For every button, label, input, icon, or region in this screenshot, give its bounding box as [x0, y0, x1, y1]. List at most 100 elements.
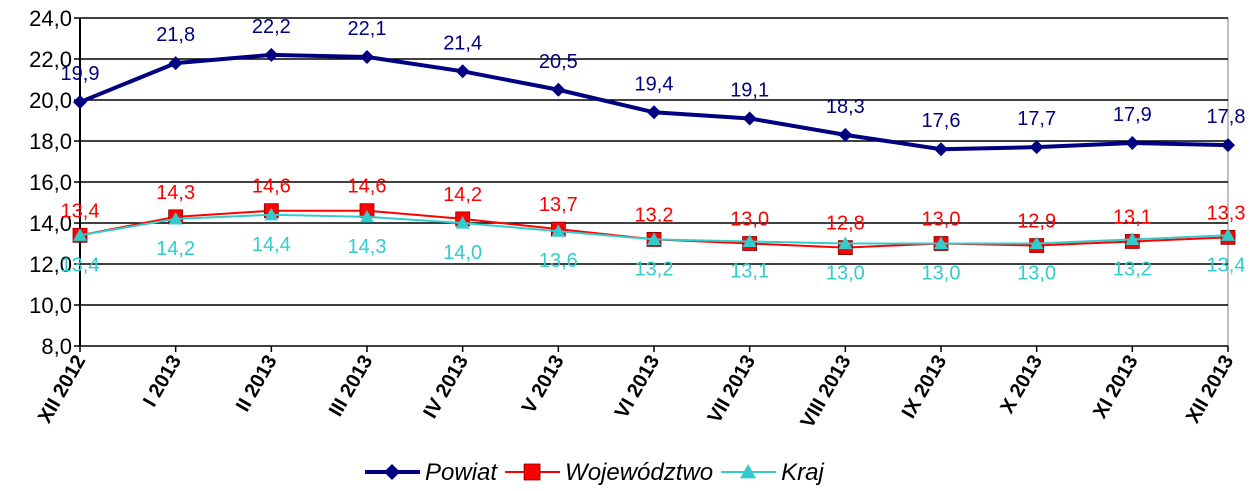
y-tick-label: 24,0: [29, 6, 72, 31]
y-tick-label: 20,0: [29, 88, 72, 113]
legend-label: Powiat: [425, 459, 498, 486]
data-label-kraj: 13,0: [1017, 263, 1056, 285]
x-tick-label: IX 2013: [898, 352, 952, 423]
y-tick-label: 18,0: [29, 129, 72, 154]
legend-label: Województwo: [565, 459, 713, 486]
data-point-kraj: [647, 232, 661, 245]
data-label-kraj: 14,2: [156, 238, 195, 260]
x-tick-label: III 2013: [325, 352, 377, 421]
data-point-powiat: [1221, 138, 1235, 153]
y-tick-label: 12,0: [29, 252, 72, 277]
data-label-powiat: 19,9: [61, 63, 100, 85]
data-label-powiat: 17,9: [1113, 104, 1152, 126]
data-point-kraj: [742, 234, 757, 248]
data-label-wojew-dztwo: 14,3: [156, 182, 195, 204]
y-tick-label: 22,0: [29, 47, 72, 72]
data-point-kraj: [1029, 236, 1044, 250]
data-label-wojew-dztwo: 14,6: [348, 176, 387, 198]
data-point-kraj: [1125, 232, 1140, 245]
y-tick-label: 14,0: [29, 211, 72, 236]
data-label-wojew-dztwo: 13,3: [1207, 202, 1246, 224]
data-label-powiat: 22,2: [252, 16, 291, 38]
data-point-powiat: [168, 56, 183, 71]
data-label-wojew-dztwo: 14,6: [252, 176, 291, 198]
x-tick-label: XI 2013: [1089, 352, 1143, 423]
x-tick-label: VI 2013: [611, 352, 665, 423]
data-label-powiat: 22,1: [348, 18, 387, 40]
legend: Powiat Województwo Kraj: [365, 459, 824, 486]
x-tick-label: II 2013: [232, 352, 282, 416]
data-label-wojew-dztwo: 12,9: [1017, 211, 1056, 233]
data-point-powiat: [1125, 136, 1140, 151]
data-label-wojew-dztwo: 12,8: [826, 213, 865, 235]
data-label-powiat: 19,4: [635, 73, 674, 95]
data-point-powiat: [455, 64, 470, 79]
data-point-kraj: [1221, 228, 1235, 241]
data-label-wojew-dztwo: 13,4: [61, 200, 100, 222]
x-tick-label: I 2013: [139, 352, 186, 411]
data-label-kraj: 14,0: [443, 242, 482, 264]
legend-item-wojew-dztwo: Województwo: [505, 459, 713, 486]
data-point-kraj: [360, 209, 374, 223]
x-tick-label: XII 2013: [1182, 352, 1238, 428]
y-tick-label: 10,0: [29, 293, 72, 318]
x-tick-label: VIII 2013: [797, 352, 856, 432]
data-label-powiat: 17,6: [922, 110, 961, 132]
x-tick-label: IV 2013: [419, 351, 473, 422]
x-tick-label: V 2013: [518, 352, 569, 418]
data-label-wojew-dztwo: 13,2: [635, 204, 674, 226]
data-label-kraj: 13,2: [635, 258, 674, 280]
data-label-wojew-dztwo: 14,2: [443, 184, 482, 206]
data-point-powiat: [360, 49, 374, 64]
data-label-kraj: 14,3: [348, 236, 387, 258]
legend-marker: [523, 463, 541, 481]
data-label-powiat: 17,7: [1017, 108, 1056, 130]
data-label-kraj: 13,4: [1207, 254, 1246, 276]
data-label-wojew-dztwo: 13,1: [1113, 206, 1152, 228]
data-label-kraj: 13,6: [539, 250, 578, 272]
x-tick-label: X 2013: [996, 352, 1047, 418]
data-point-powiat: [934, 142, 948, 157]
data-point-kraj: [73, 228, 87, 241]
data-label-kraj: 14,4: [252, 234, 291, 256]
legend-marker: [740, 464, 757, 479]
data-label-powiat: 19,1: [730, 79, 769, 101]
data-point-powiat: [838, 127, 853, 142]
data-label-powiat: 17,8: [1207, 106, 1246, 128]
data-labels: 19,9 21,8 22,2 22,1 21,4 20,5 19,4 19,1 18,3 17,6…: [61, 16, 1246, 285]
legend-item-kraj: Kraj: [721, 459, 824, 486]
data-label-kraj: 13,2: [1113, 258, 1152, 280]
data-label-wojew-dztwo: 13,7: [539, 194, 578, 216]
series-line-powiat: [79, 52, 1229, 152]
legend-item-powiat: Powiat: [365, 459, 498, 486]
data-point-kraj: [934, 236, 948, 250]
series-lines: [72, 47, 1236, 256]
data-label-kraj: 13,4: [61, 254, 100, 276]
data-label-kraj: 13,0: [922, 263, 961, 285]
data-label-powiat: 18,3: [826, 96, 865, 118]
data-point-powiat: [551, 82, 566, 97]
x-tick-label: XII 2012: [34, 352, 90, 428]
data-point-kraj: [264, 207, 279, 221]
legend-label: Kraj: [781, 459, 824, 486]
data-label-wojew-dztwo: 13,0: [730, 209, 769, 231]
data-point-powiat: [1029, 140, 1044, 155]
data-label-kraj: 13,0: [826, 263, 865, 285]
data-point-powiat: [742, 111, 757, 126]
y-tick-label: 8,0: [41, 334, 72, 359]
data-label-kraj: 13,1: [730, 260, 769, 282]
data-point-kraj: [168, 211, 183, 225]
data-point-powiat: [647, 105, 661, 120]
data-label-powiat: 21,4: [443, 32, 482, 54]
data-point-powiat: [73, 95, 87, 110]
y-tick-label: 16,0: [29, 170, 72, 195]
data-label-wojew-dztwo: 13,0: [922, 209, 961, 231]
data-point-kraj: [838, 236, 853, 250]
data-label-powiat: 21,8: [156, 24, 195, 46]
data-label-powiat: 20,5: [539, 51, 578, 73]
legend-marker: [384, 464, 400, 480]
data-point-powiat: [264, 47, 279, 62]
data-point-kraj: [455, 216, 470, 229]
